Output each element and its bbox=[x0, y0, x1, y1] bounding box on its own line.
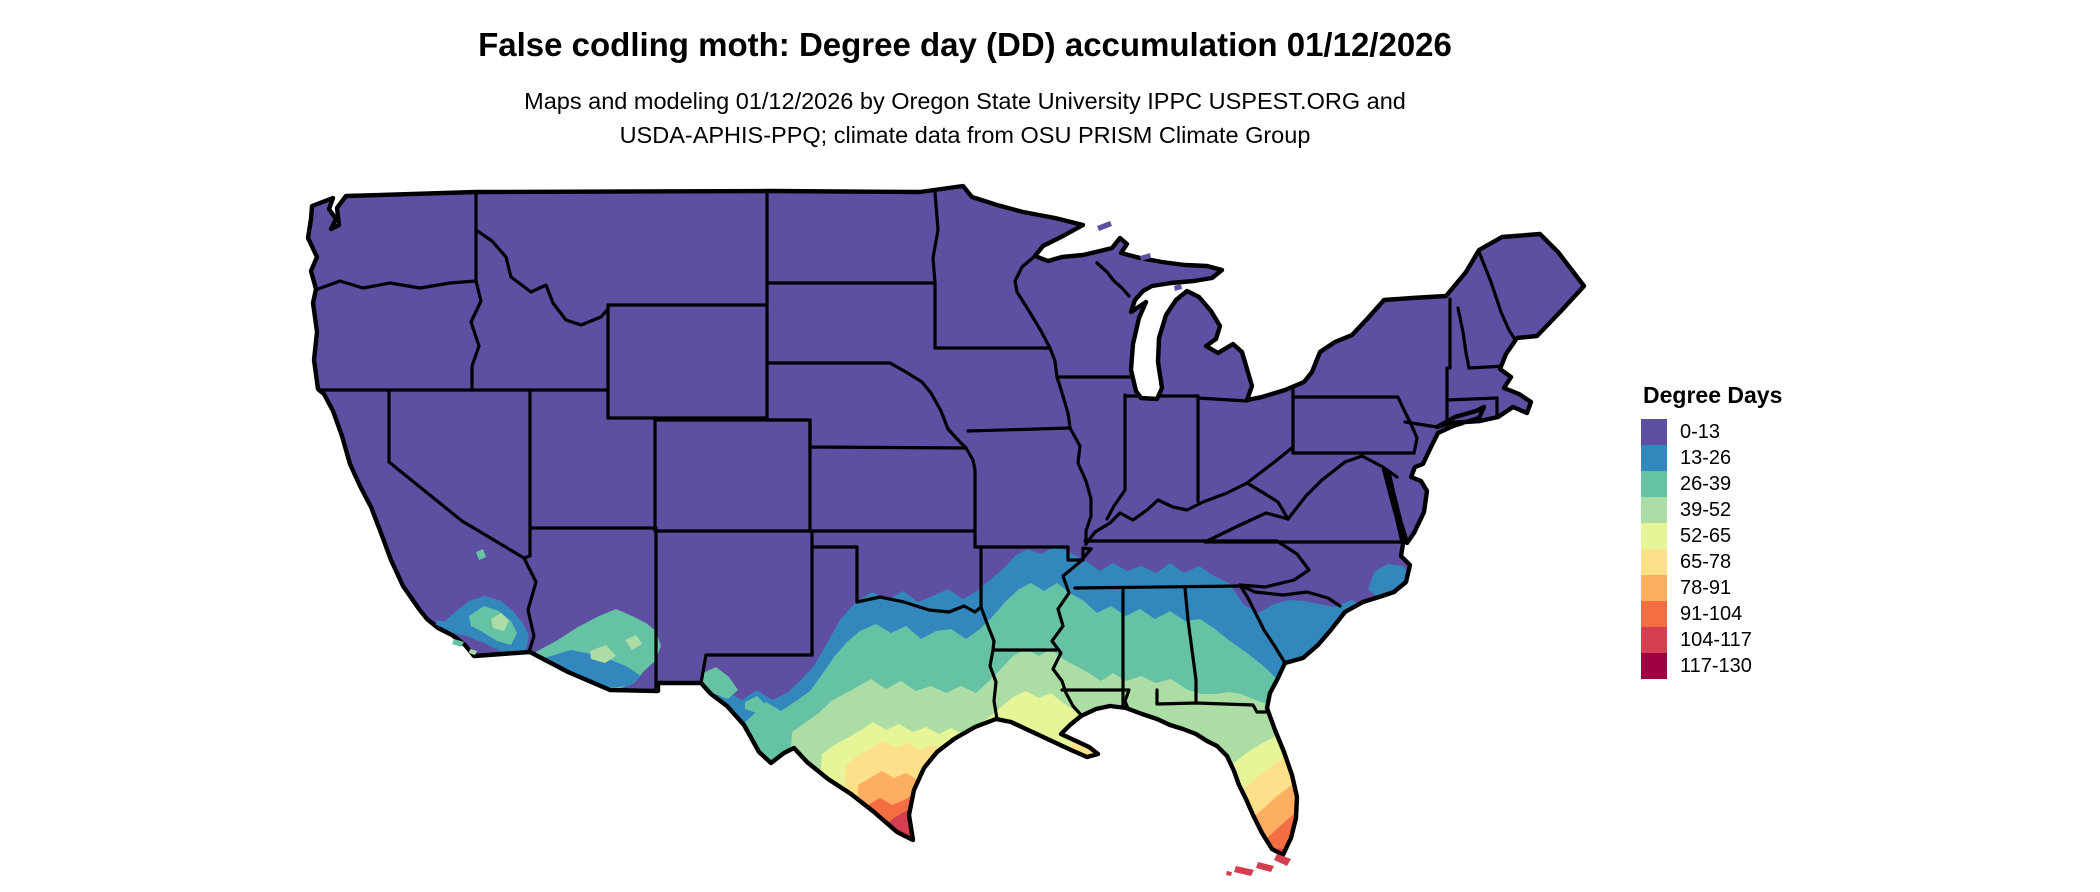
florida-keys bbox=[1274, 854, 1291, 866]
legend-label: 52-65 bbox=[1680, 524, 1732, 547]
dd-region-13-26-arizona bbox=[541, 650, 641, 688]
legend-label: 39-52 bbox=[1680, 498, 1732, 521]
straits-island bbox=[1174, 284, 1182, 291]
legend-swatch bbox=[1641, 575, 1667, 601]
offshore-islands bbox=[436, 221, 1291, 876]
dd-region-39-52-arizona bbox=[590, 645, 616, 663]
dd-region-39-52-california bbox=[491, 613, 509, 631]
legend-label: 13-26 bbox=[1680, 446, 1732, 469]
legend-item: 39-52 bbox=[1641, 497, 1861, 523]
legend-label: 26-39 bbox=[1680, 472, 1732, 495]
legend-item: 117-130 bbox=[1641, 653, 1861, 679]
channel-island bbox=[452, 639, 464, 647]
dd-region-39-52-arizona2 bbox=[625, 635, 642, 650]
legend-label: 117-130 bbox=[1680, 654, 1752, 677]
legend-swatch bbox=[1641, 471, 1667, 497]
legend-item: 104-117 bbox=[1641, 627, 1861, 653]
legend-item: 78-91 bbox=[1641, 575, 1861, 601]
map-subtitle: Maps and modeling 01/12/2026 by Oregon S… bbox=[0, 84, 1930, 152]
legend-label: 104-117 bbox=[1680, 628, 1752, 651]
lake-superior-island bbox=[1140, 253, 1151, 261]
legend-swatch bbox=[1641, 627, 1667, 653]
us-coastline bbox=[305, 183, 1587, 858]
legend-item: 52-65 bbox=[1641, 523, 1861, 549]
legend-label: 91-104 bbox=[1680, 602, 1743, 625]
map-subtitle-line1: Maps and modeling 01/12/2026 by Oregon S… bbox=[524, 88, 1406, 114]
map-subtitle-line2: USDA-APHIS-PPQ; climate data from OSU PR… bbox=[619, 122, 1311, 148]
legend-title: Degree Days bbox=[1643, 382, 1783, 408]
dd-region-26-39-west-texas2 bbox=[745, 696, 767, 713]
legend-item: 0-13 bbox=[1641, 419, 1861, 445]
legend-item: 13-26 bbox=[1641, 445, 1861, 471]
lake-superior-island bbox=[1097, 221, 1112, 231]
state-borders bbox=[311, 190, 1516, 721]
florida-keys bbox=[1226, 871, 1232, 876]
channel-island bbox=[436, 620, 449, 628]
legend-item: 65-78 bbox=[1641, 549, 1861, 575]
map-title: False codling moth: Degree day (DD) accu… bbox=[478, 26, 1452, 63]
legend-item: 26-39 bbox=[1641, 471, 1861, 497]
legend-swatch bbox=[1641, 445, 1667, 471]
legend-swatch bbox=[1641, 601, 1667, 627]
legend-swatch bbox=[1641, 497, 1667, 523]
channel-island bbox=[469, 649, 477, 655]
florida-keys bbox=[1256, 862, 1274, 872]
legend-swatch bbox=[1641, 549, 1667, 575]
legend-swatch bbox=[1641, 419, 1667, 445]
legend-item: 91-104 bbox=[1641, 601, 1861, 627]
florida-keys bbox=[1234, 866, 1254, 876]
legend-swatch bbox=[1641, 653, 1667, 679]
degree-days-legend: Degree Days 0-13 13-26 26-39 39-52 52-65 65-7… bbox=[1641, 382, 1861, 679]
legend-label: 78-91 bbox=[1680, 576, 1732, 599]
dd-region-65-78 bbox=[840, 731, 992, 855]
legend-rows: 0-13 13-26 26-39 39-52 52-65 65-78 78-91 91-104… bbox=[1641, 419, 1861, 679]
legend-label: 65-78 bbox=[1680, 550, 1732, 573]
dd-region-91-104 bbox=[864, 788, 930, 855]
legend-label: 0-13 bbox=[1680, 420, 1721, 443]
dd-region-26-39-nevada-speck bbox=[476, 549, 486, 560]
legend-swatch bbox=[1641, 523, 1667, 549]
